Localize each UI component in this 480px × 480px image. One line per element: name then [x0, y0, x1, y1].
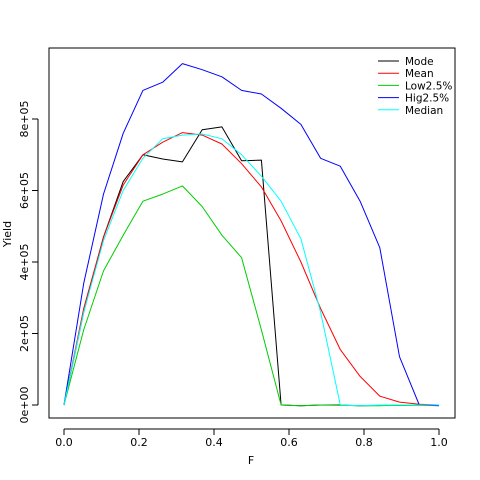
x-tick-label: 1.0: [430, 436, 448, 449]
y-tick-label: 0e+00: [18, 387, 31, 424]
series-line-mean: [63, 132, 440, 406]
series-line-low2-5-: [63, 185, 440, 407]
legend-label: Mean: [405, 68, 434, 80]
x-tick-label: 0.2: [130, 436, 148, 449]
x-tick-label: 0.0: [55, 436, 73, 449]
y-tick-label: 2e+05: [18, 315, 31, 352]
legend-label: Mode: [405, 56, 434, 68]
y-tick-label: 8e+05: [18, 101, 31, 138]
legend-label: Low2.5%: [405, 80, 452, 92]
x-tick-label: 0.4: [205, 436, 223, 449]
series-line-median: [63, 133, 439, 407]
plot-border: [48, 47, 456, 419]
axes: 0.0 0.2 0.4 0.6 0.8 1.0 0e+00 2e+05 4e+05 6e+05 8e…: [18, 101, 448, 449]
plot-frame: [48, 47, 456, 419]
legend-label: Hig2.5%: [405, 93, 449, 105]
x-axis-label: F: [248, 454, 254, 467]
y-tick-label: 6e+05: [18, 172, 31, 209]
y-tick-label: 4e+05: [18, 244, 31, 281]
legend-label: Median: [405, 105, 443, 117]
series-line-hig2-5-: [63, 63, 440, 407]
series-lines: [63, 63, 440, 407]
x-tick-label: 0.8: [355, 436, 373, 449]
y-axis-label: Yield: [1, 221, 14, 248]
x-tick-label: 0.6: [280, 436, 298, 449]
